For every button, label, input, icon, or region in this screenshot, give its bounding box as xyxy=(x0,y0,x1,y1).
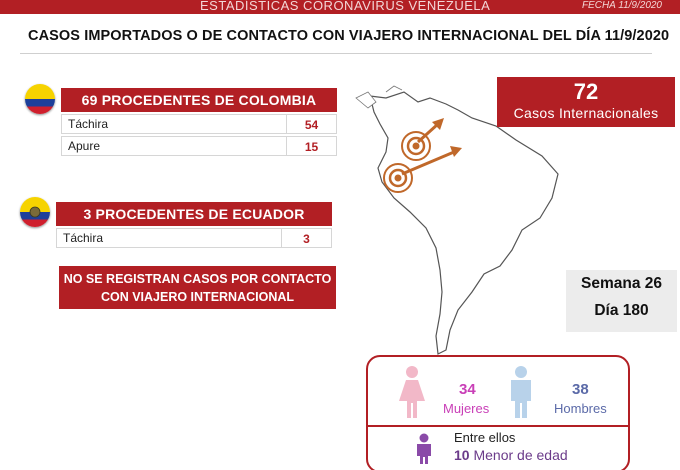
table-row: Táchira 54 xyxy=(61,114,337,134)
minor-count: 10 xyxy=(454,447,470,463)
notice-line-2: CON VIAJERO INTERNACIONAL xyxy=(100,290,295,304)
international-cases-total: 72 Casos Internacionales xyxy=(497,77,675,127)
men-label: Hombres xyxy=(554,401,607,416)
header-title: ESTADÍSTICAS CORONAVIRUS VENEZUELA xyxy=(200,0,491,13)
men-count: 38 xyxy=(572,381,589,398)
title-divider xyxy=(20,53,652,54)
row-state: Apure xyxy=(68,139,101,153)
child-icon xyxy=(417,433,431,464)
row-state: Táchira xyxy=(68,117,109,131)
gender-breakdown: 34 Mujeres 38 Hombres Entre ellos 10 Men… xyxy=(366,355,630,470)
row-state: Táchira xyxy=(63,231,104,245)
gender-divider xyxy=(368,425,628,427)
minor-line: 10 Menor de edad xyxy=(454,447,568,463)
row-count: 3 xyxy=(281,229,331,248)
minor-prefix: Entre ellos xyxy=(454,430,516,445)
page-title: CASOS IMPORTADOS O DE CONTACTO CON VIAJE… xyxy=(28,28,670,44)
ecuador-heading: 3 PROCEDENTES DE ECUADOR xyxy=(56,202,332,226)
south-america-map xyxy=(346,78,576,363)
header-date: FECHA 11/9/2020 xyxy=(581,0,662,11)
ecuador-flag-icon xyxy=(20,197,50,227)
row-count: 15 xyxy=(286,137,336,156)
header-bar: ESTADÍSTICAS CORONAVIRUS VENEZUELA FECHA… xyxy=(0,0,680,14)
day-label: Día 180 xyxy=(594,302,649,319)
table-row: Apure 15 xyxy=(61,136,337,156)
man-icon xyxy=(511,366,531,418)
total-label: Casos Internacionales xyxy=(513,105,659,121)
period-box: Semana 26 Día 180 xyxy=(566,270,677,332)
colombia-flag-icon xyxy=(25,84,55,114)
table-row: Táchira 3 xyxy=(56,228,332,248)
minor-label: Menor de edad xyxy=(473,447,568,463)
row-count: 54 xyxy=(286,115,336,134)
colombia-heading: 69 PROCEDENTES DE COLOMBIA xyxy=(61,88,337,112)
women-label: Mujeres xyxy=(443,401,490,416)
notice-line-1: NO SE REGISTRAN CASOS POR CONTACTO xyxy=(63,272,332,286)
woman-icon xyxy=(399,366,425,418)
no-contact-notice: NO SE REGISTRAN CASOS POR CONTACTO CON V… xyxy=(59,266,336,309)
total-count: 72 xyxy=(573,79,599,104)
women-count: 34 xyxy=(459,381,476,398)
week-label: Semana 26 xyxy=(581,275,662,292)
